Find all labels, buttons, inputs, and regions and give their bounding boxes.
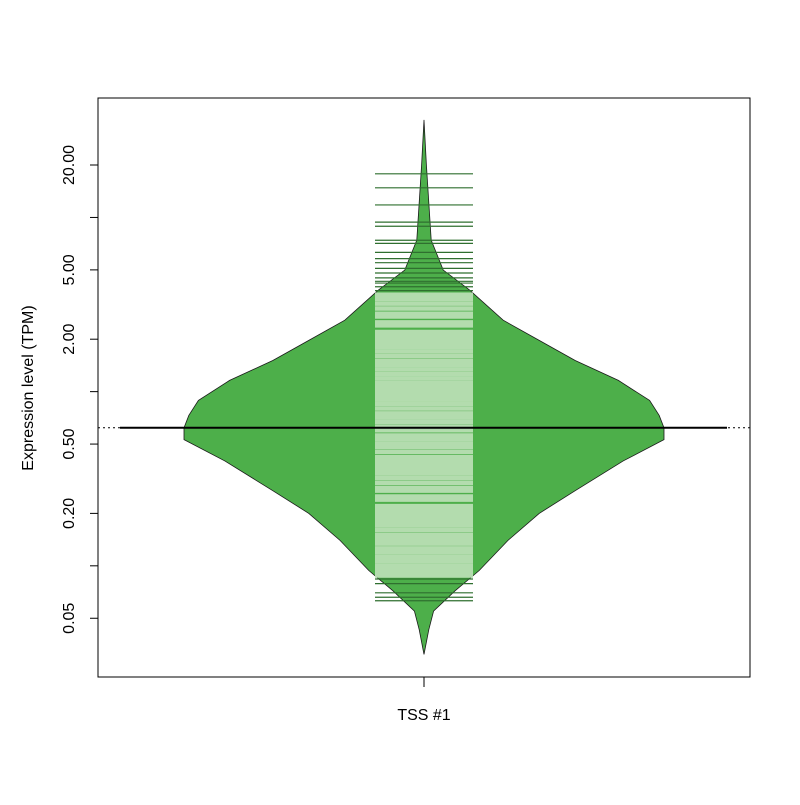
plot-frame (97, 97, 751, 678)
y-tick-label: 20.00 (61, 145, 78, 185)
y-tick-label: 0.20 (61, 498, 78, 529)
y-axis-label: Expression level (TPM) (20, 305, 37, 470)
y-tick-label: 0.05 (61, 603, 78, 634)
y-tick-label: 5.00 (61, 254, 78, 285)
y-tick-label: 0.50 (61, 428, 78, 459)
y-tick-label: 2.00 (61, 324, 78, 355)
x-tick-label: TSS #1 (397, 707, 450, 724)
